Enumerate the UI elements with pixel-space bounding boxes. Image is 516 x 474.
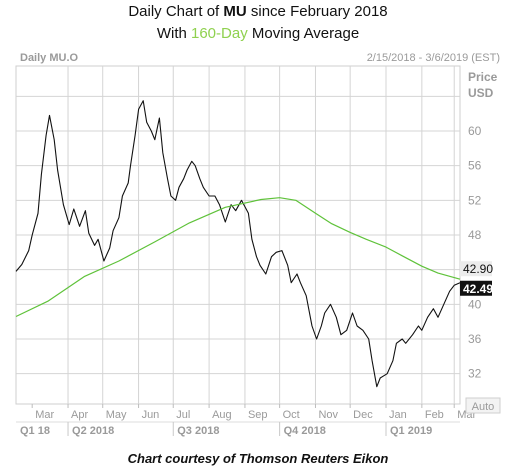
auto-scale-button[interactable]: Auto <box>465 397 501 414</box>
subtitle-prefix: With <box>156 25 191 42</box>
ma-value-tag-bg <box>460 261 492 277</box>
month-tick-label: Sep <box>248 409 268 421</box>
month-tick-label: Apr <box>71 409 88 421</box>
title-ticker: MU <box>223 3 247 20</box>
y-tick-label: 32 <box>468 367 482 381</box>
y-tick-label: 52 <box>468 193 482 207</box>
month-tick-label: Nov <box>318 409 338 421</box>
quarter-label: Q1 2019 <box>390 425 432 437</box>
month-tick-label: Mar <box>35 409 54 421</box>
quarter-label: Q4 2018 <box>284 425 326 437</box>
quarter-label: Q1 18 <box>20 425 50 437</box>
quarter-label: Q2 2018 <box>72 425 114 437</box>
subtitle-accent: 160-Day <box>191 25 248 42</box>
month-tick-label: May <box>106 409 127 421</box>
y-tick-label: 48 <box>468 228 482 242</box>
y-axis-unit: USD <box>468 86 494 100</box>
price-chart[interactable]: 32 36 40 48 52 56 60 Mar Apr May Jun Jul Aug Sep Oct N… <box>0 44 516 450</box>
ma-value-tag: 42.90 <box>463 262 493 276</box>
symbol-label: Daily MU.O <box>20 52 79 64</box>
y-axis-title: Price <box>468 70 498 84</box>
price-series-line <box>15 100 461 388</box>
y-tick-label: 56 <box>468 159 482 173</box>
month-tick-label: Jul <box>176 409 190 421</box>
title-prefix: Daily Chart of <box>128 3 224 20</box>
subtitle-suffix: Moving Average <box>247 25 360 42</box>
month-tick-label: Oct <box>283 409 300 421</box>
series-layer <box>15 100 461 388</box>
price-value-tag: 42.49 <box>463 282 493 296</box>
x-axis: Mar Apr May Jun Jul Aug Sep Oct Nov Dec Jan Feb MarQ… <box>16 404 476 437</box>
month-tick-label: Feb <box>425 409 444 421</box>
chart-title: Daily Chart of MU since February 2018 <box>0 3 516 20</box>
y-tick-label: 60 <box>468 124 482 138</box>
auto-scale-label: Auto <box>472 401 495 413</box>
month-tick-label: Jun <box>142 409 160 421</box>
month-tick-label: Aug <box>212 409 232 421</box>
title-suffix: since February 2018 <box>246 3 388 20</box>
y-tick-label: 40 <box>468 297 482 311</box>
y-tick-label: 36 <box>468 332 482 346</box>
chart-subtitle: With 160-Day Moving Average <box>0 25 516 42</box>
price-value-tag-bg <box>460 280 492 296</box>
grid <box>15 65 461 405</box>
y-axis: 32 36 40 48 52 56 60 <box>468 124 482 381</box>
moving-average-line <box>15 197 461 318</box>
chart-credit: Chart courtesy of Thomson Reuters Eikon <box>127 451 389 466</box>
month-tick-label: Jan <box>389 409 407 421</box>
date-range-label: 2/15/2018 - 3/6/2019 (EST) <box>367 52 500 64</box>
quarter-label: Q3 2018 <box>177 425 219 437</box>
value-tags: 42.90 42.49 <box>460 261 493 296</box>
month-tick-label: Dec <box>353 409 373 421</box>
